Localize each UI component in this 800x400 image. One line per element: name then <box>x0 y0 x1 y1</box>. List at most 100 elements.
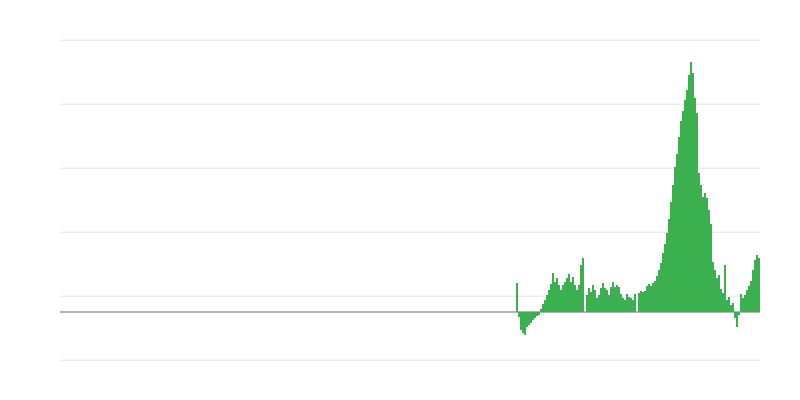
bar <box>674 167 676 312</box>
bar <box>586 295 588 312</box>
bar <box>598 295 600 312</box>
gridline <box>60 295 760 297</box>
bar <box>644 291 646 312</box>
bar <box>692 73 694 312</box>
bar <box>734 312 736 318</box>
gridline <box>60 103 760 105</box>
bar <box>572 277 574 312</box>
bar <box>702 197 704 312</box>
bar <box>724 265 726 312</box>
bar <box>544 300 546 312</box>
bar <box>590 292 592 312</box>
bar <box>670 202 672 312</box>
bar <box>568 274 570 312</box>
bar <box>744 295 746 312</box>
bar <box>520 312 522 330</box>
bar <box>570 282 572 312</box>
bar <box>654 281 656 312</box>
bar <box>540 309 542 312</box>
bar <box>632 300 634 312</box>
bar <box>714 270 716 312</box>
bar <box>576 290 578 312</box>
bar <box>718 275 720 312</box>
bar <box>694 98 696 312</box>
bar <box>722 293 724 312</box>
bar <box>682 111 684 312</box>
bar <box>720 289 722 312</box>
bar <box>620 294 622 312</box>
bar <box>536 312 538 316</box>
bar <box>732 303 734 312</box>
bar <box>686 90 688 312</box>
bar <box>516 283 518 312</box>
bar <box>660 263 662 312</box>
gridline <box>60 167 760 169</box>
bar <box>740 294 742 312</box>
gridline <box>60 39 760 41</box>
x-axis-baseline <box>60 311 760 313</box>
bar <box>562 285 564 312</box>
bar <box>534 312 536 318</box>
bar <box>664 244 666 312</box>
bar <box>616 285 618 312</box>
bar <box>756 255 758 312</box>
bar <box>742 298 744 312</box>
bar <box>524 312 526 335</box>
bar <box>596 298 598 312</box>
bar <box>556 278 558 312</box>
bar <box>708 210 710 312</box>
bar <box>688 75 690 312</box>
bar <box>706 198 708 312</box>
bar <box>566 278 568 312</box>
gridline <box>60 359 760 361</box>
bar <box>618 287 620 312</box>
bar <box>532 312 534 320</box>
bar <box>750 281 752 312</box>
bar <box>700 185 702 312</box>
bar <box>564 282 566 312</box>
bar <box>546 295 548 312</box>
bar <box>588 288 590 312</box>
bar <box>684 100 686 312</box>
bar <box>582 258 584 312</box>
bar <box>606 290 608 312</box>
bar <box>518 312 520 317</box>
bar <box>748 286 750 312</box>
bar <box>548 290 550 312</box>
bar <box>648 284 650 312</box>
bar <box>642 292 644 312</box>
bar <box>528 312 530 325</box>
bar <box>592 285 594 312</box>
bar <box>522 312 524 333</box>
bar <box>530 312 532 323</box>
gridlines <box>60 39 760 361</box>
bar <box>746 290 748 312</box>
bar <box>678 137 680 312</box>
bar <box>716 278 718 312</box>
bar <box>754 260 756 312</box>
bar <box>602 283 604 312</box>
bar <box>758 258 760 312</box>
bar <box>666 233 668 312</box>
bar <box>640 291 642 312</box>
bar <box>698 173 700 312</box>
bar <box>738 312 740 315</box>
bar <box>728 297 730 312</box>
bar <box>578 285 580 312</box>
bar <box>604 288 606 312</box>
bar <box>608 295 610 312</box>
bar <box>646 286 648 312</box>
bar <box>630 298 632 312</box>
bar <box>736 312 738 327</box>
bar <box>554 282 556 312</box>
bar <box>614 287 616 312</box>
bar <box>550 284 552 312</box>
bar <box>552 273 554 312</box>
bar <box>560 290 562 312</box>
gridline <box>60 231 760 233</box>
bar <box>672 185 674 312</box>
bar <box>610 287 612 312</box>
bar <box>634 294 636 312</box>
